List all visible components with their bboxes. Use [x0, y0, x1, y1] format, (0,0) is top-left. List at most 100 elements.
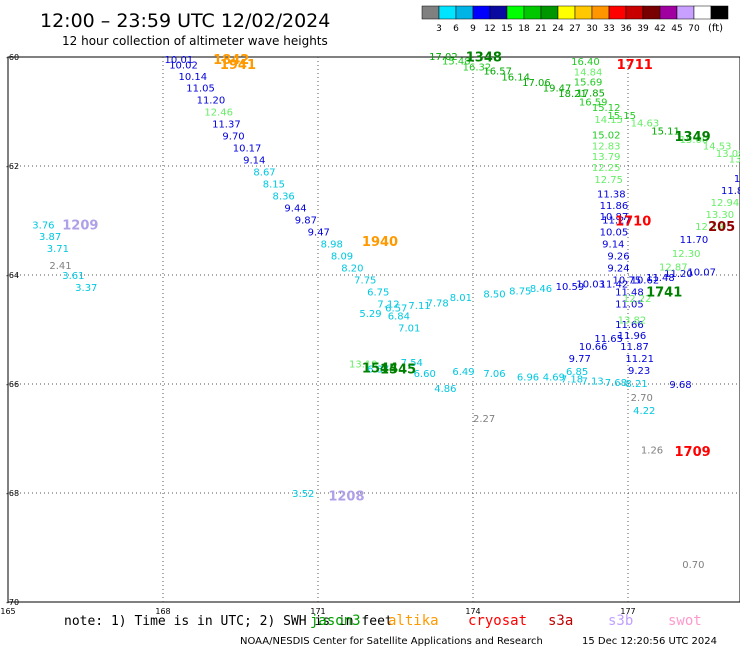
swh-value-label: 15.48: [442, 56, 471, 67]
swh-value-label: 11.05: [615, 299, 644, 310]
swh-value-label: 11.27: [602, 215, 631, 226]
satellite-legend-item: cryosat: [468, 613, 527, 629]
swh-value-label: 11.66: [615, 320, 644, 331]
colorbar-tick-label: 24: [552, 24, 564, 34]
swh-value-label: 12.25: [592, 163, 621, 174]
swh-value-label: 11.20: [664, 269, 693, 280]
swh-value-label: 11.96: [618, 331, 647, 342]
swh-value-label: 8.75: [509, 286, 531, 297]
colorbar-swatch: [710, 5, 729, 20]
swh-value-label: 17.06: [522, 78, 551, 89]
swh-value-label: 13.11: [729, 154, 740, 165]
colorbar-swatch: [506, 5, 525, 20]
colorbar-tick-label: 18: [518, 24, 530, 34]
footer-note: note: 1) Time is in UTC; 2) SWH is in fe…: [64, 614, 393, 629]
swh-value-label: 15.02: [592, 130, 621, 141]
colorbar-swatch: [557, 5, 576, 20]
colorbar-tick-label: 3: [436, 24, 442, 34]
colorbar-tick-label: 21: [535, 24, 546, 34]
colorbar-swatch: [676, 5, 695, 20]
footer-timestamp: 15 Dec 12:20:56 UTC 2024: [582, 636, 717, 647]
pass-time-label: 1544: [362, 362, 398, 377]
y-tick-label: -62: [6, 162, 19, 171]
swh-value-label: 15.12: [592, 103, 621, 114]
colorbar-tick-label: 33: [603, 24, 614, 34]
swh-value-label: 6.84: [388, 311, 410, 322]
swh-value-label: 8.50: [483, 290, 505, 301]
y-tick-label: -68: [6, 489, 19, 498]
swh-value-label: 16.57: [483, 67, 512, 78]
colorbar-swatch: [421, 5, 440, 20]
satellite-legend: jason3 altika cryosat s3a s3b swot: [310, 613, 702, 629]
pass-time-label: 1741: [646, 285, 682, 300]
colorbar-swatch: [489, 5, 508, 20]
swh-value-label: 8.46: [530, 284, 552, 295]
plot-area: -60 -62 -64 -66 -68 -70 165 168 171 174 177 10.01…: [0, 50, 740, 616]
swh-value-label: 2.70: [631, 393, 653, 404]
pass-time-label: 1349: [675, 130, 711, 145]
swh-value-label: 8.36: [273, 191, 295, 202]
x-axis-ticks: 165 168 171 174 177: [0, 607, 635, 616]
satellite-legend-item: s3b: [608, 613, 633, 629]
swh-value-label: 12.19: [695, 222, 724, 233]
swh-value-label: 7.75: [354, 275, 376, 286]
swh-value-label: 9.87: [295, 215, 317, 226]
swh-value-label: 14.53: [703, 141, 732, 152]
swh-value-label: 11.81: [721, 186, 740, 197]
pass-time-label: 1348: [466, 50, 502, 65]
swh-value-label: 7.12: [377, 299, 399, 310]
swh-value-label: 6.60: [414, 369, 436, 380]
swh-value-label: 9.26: [607, 251, 629, 262]
y-tick-label: -66: [6, 380, 19, 389]
swh-value-label: 7.13: [582, 377, 604, 388]
satellite-legend-item: swot: [668, 613, 702, 629]
swh-value-label: 3.87: [39, 232, 61, 243]
swh-value-label: 8.67: [253, 167, 275, 178]
swh-value-label: 11.21: [625, 354, 654, 365]
swh-value-label: 8.98: [321, 239, 343, 250]
swh-value-label: 10.14: [179, 72, 208, 83]
wave-height-points: 10.0110.0210.1411.0511.2012.4611.379.701…: [32, 52, 740, 571]
pass-time-label: 1941: [220, 58, 256, 73]
swh-value-label: 10.59: [734, 174, 740, 185]
swh-value-label: 0.70: [682, 560, 704, 571]
pass-time-label: 1710: [615, 215, 651, 230]
colorbar-swatch: [591, 5, 610, 20]
swh-value-label: 6.49: [452, 367, 474, 378]
pass-time-label: 1711: [617, 58, 653, 73]
swh-value-label: 2.27: [473, 414, 495, 425]
colorbar-swatch: [642, 5, 661, 20]
swh-value-label: 3.76: [32, 220, 54, 231]
swh-value-label: 11.38: [597, 189, 626, 200]
colorbar-swatch: [540, 5, 559, 20]
swh-value-label: 10.62: [631, 275, 660, 286]
swh-value-label: 11.86: [600, 201, 629, 212]
swh-value-label: 13.30: [706, 210, 735, 221]
swh-value-label: 16.40: [571, 57, 600, 68]
swh-value-label: 12.87: [659, 262, 688, 273]
pass-time-label: 1545: [380, 363, 416, 378]
swh-value-label: 11.37: [212, 119, 241, 130]
swh-value-label: 9.70: [222, 131, 244, 142]
swh-value-label: 10.05: [600, 227, 629, 238]
swh-value-label: 9.77: [569, 354, 591, 365]
swh-value-label: 8.09: [331, 251, 353, 262]
swh-value-label: 11.05: [186, 84, 215, 95]
swh-value-label: 12.83: [592, 141, 621, 152]
swh-value-label: 8.01: [450, 293, 472, 304]
swh-value-label: 7.18: [561, 375, 583, 386]
swh-value-label: 16.32: [463, 62, 492, 73]
pass-time-label: 1209: [62, 218, 98, 233]
swh-value-label: 13.09: [716, 149, 740, 160]
swh-value-label: 13.82: [618, 316, 647, 327]
swh-value-label: 9.47: [308, 227, 330, 238]
swh-value-label: 10.07: [687, 268, 716, 279]
x-tick-label: 165: [0, 607, 15, 616]
swh-value-label: 10.02: [169, 61, 198, 72]
y-tick-label: -64: [6, 271, 19, 280]
swh-value-label: 10.75: [613, 275, 642, 286]
swh-value-label: 15.15: [607, 111, 636, 122]
swh-value-label: 12.22: [623, 294, 652, 305]
